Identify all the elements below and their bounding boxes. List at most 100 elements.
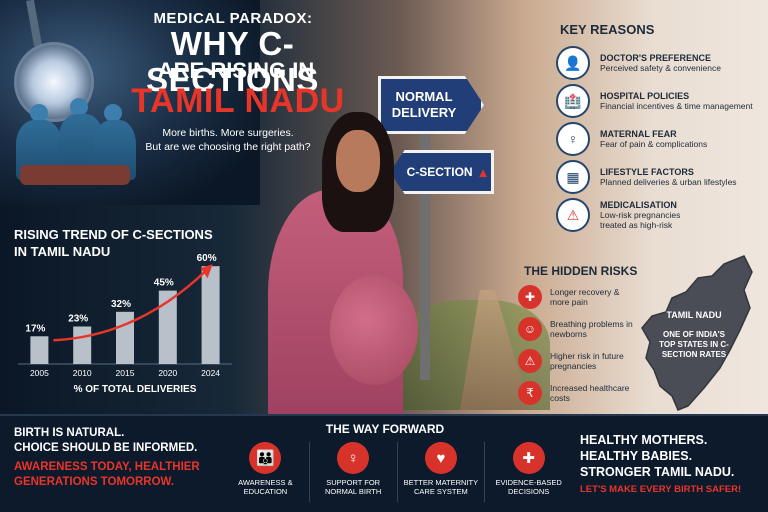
mother-support-icon: ♀: [337, 442, 370, 474]
csection-sign-label: C-SECTION: [406, 165, 473, 179]
reason-item: ⚠ MEDICALISATION Low-risk pregnancies tr…: [556, 198, 756, 232]
bottom-right-line-3: STRONGER TAMIL NADU.: [580, 465, 735, 479]
subtitle-line-1: More births. More surgeries.: [162, 127, 294, 139]
chart-title-line-2: IN TAMIL NADU: [14, 244, 111, 259]
way-forward-row: 👪 AWARENESS & EDUCATION ♀ SUPPORT FOR NO…: [222, 442, 572, 502]
warning-icon: ⚠: [556, 198, 590, 232]
way-label-2: NORMAL BIRTH: [325, 487, 382, 496]
risk-text: Higher risk in future pregnancies: [550, 351, 624, 371]
rupee-icon: ₹: [518, 381, 542, 405]
pregnant-belly: [330, 275, 418, 385]
reason-head: HOSPITAL POLICIES: [600, 91, 690, 101]
reason-head: DOCTOR'S PREFERENCE: [600, 53, 711, 63]
risk-item: ⚠ Higher risk in future pregnancies: [518, 346, 638, 376]
map-sub: ONE OF INDIA'S TOP STATES IN C-SECTION R…: [659, 330, 729, 359]
bottom-left-message: BIRTH IS NATURAL. CHOICE SHOULD BE INFOR…: [14, 426, 224, 456]
surgeon-head: [30, 104, 48, 122]
risk-text: Increased healthcare costs: [550, 383, 630, 403]
people-icon: 👪: [249, 442, 282, 474]
key-reasons-title: KEY REASONS: [560, 22, 655, 37]
way-item: ♥ BETTER MATERNITY CARE SYSTEM: [398, 442, 485, 496]
reason-item: 🏥 HOSPITAL POLICIES Financial incentives…: [556, 84, 756, 118]
divider: [396, 442, 398, 502]
chart-tick-label: 2005: [30, 368, 49, 378]
bottom-right-line-1: HEALTHY MOTHERS.: [580, 433, 708, 447]
bottom-left-line-4: GENERATIONS TOMORROW.: [14, 476, 174, 488]
subtitle-line-2: But are we choosing the right path?: [145, 141, 311, 153]
trend-arrow-line: [53, 269, 208, 342]
reason-desc: Financial incentives & time management: [600, 101, 753, 111]
reason-item: ▦ LIFESTYLE FACTORS Planned deliveries &…: [556, 160, 756, 194]
bottom-right-line-2: HEALTHY BABIES.: [580, 449, 693, 463]
chart-value-label: 17%: [25, 323, 45, 334]
divider: [484, 442, 486, 502]
divider: [308, 442, 310, 502]
warning-triangle-icon: ▲: [476, 164, 490, 180]
subtitle: More births. More surgeries. But are we …: [128, 126, 328, 154]
bottom-left-line-3: AWARENESS TODAY, HEALTHIER: [14, 461, 200, 473]
trend-arrow-head: [200, 264, 213, 279]
chart-value-label: 60%: [197, 253, 217, 264]
way-label-1: EVIDENCE-BASED: [495, 478, 562, 487]
woman-face: [336, 130, 380, 192]
chart-tick-label: 2020: [158, 368, 177, 378]
way-label-1: SUPPORT FOR: [326, 478, 381, 487]
medical-kit-icon: ✚: [512, 442, 545, 474]
way-label-1: AWARENESS &: [238, 478, 293, 487]
chart-bar: [158, 290, 177, 364]
reason-desc: Low-risk pregnancies treated as high-ris…: [600, 210, 681, 230]
reason-desc: Perceived safety & convenience: [600, 63, 721, 73]
operating-table: [20, 165, 130, 185]
normal-delivery-sign: NORMAL DELIVERY: [378, 76, 484, 134]
chart-value-label: 32%: [111, 299, 131, 310]
pain-icon: ✚: [518, 285, 542, 309]
bottom-band: [0, 414, 768, 512]
chart-bar: [116, 311, 134, 364]
calendar-icon: ▦: [556, 160, 590, 194]
chart-bar: [73, 326, 92, 364]
chart-tick-label: 2024: [201, 368, 220, 378]
risk-item: ✚ Longer recovery & more pain: [518, 282, 638, 312]
chart-title-line-1: RISING TREND OF C-SECTIONS: [14, 227, 213, 242]
chart-bar: [201, 266, 220, 364]
signpost-pole: [420, 80, 430, 380]
bottom-left-line-1: BIRTH IS NATURAL.: [14, 427, 125, 439]
title-line-4: TAMIL NADU: [131, 82, 345, 120]
normal-sign-line-1: NORMAL: [395, 89, 453, 104]
surgeon-head: [70, 98, 88, 116]
way-item: ♀ SUPPORT FOR NORMAL BIRTH: [310, 442, 397, 496]
chart-tick-label: 2015: [116, 368, 135, 378]
chart-tick-label: 2010: [73, 368, 92, 378]
chart-value-label: 23%: [68, 313, 88, 324]
baby-icon: ☺: [518, 317, 542, 341]
heart-hands-icon: ♥: [424, 442, 457, 474]
way-label-2: EDUCATION: [243, 487, 288, 496]
way-item: ✚ EVIDENCE-BASED DECISIONS: [485, 442, 572, 496]
bottom-right-message: HEALTHY MOTHERS. HEALTHY BABIES. STRONGE…: [580, 432, 760, 480]
warning-icon: ⚠: [518, 349, 542, 373]
way-label-1: BETTER MATERNITY: [403, 478, 479, 487]
reason-desc: Planned deliveries & urban lifestyles: [600, 177, 737, 187]
hidden-risks-title: THE HIDDEN RISKS: [524, 264, 638, 278]
title-line-3: ARE RISING IN: [157, 58, 315, 83]
way-item: 👪 AWARENESS & EDUCATION: [222, 442, 309, 496]
reason-item: 👤 DOCTOR'S PREFERENCE Perceived safety &…: [556, 46, 756, 80]
csection-sign: C-SECTION ▲: [390, 150, 494, 194]
reason-head: LIFESTYLE FACTORS: [600, 167, 694, 177]
way-label-2: DECISIONS: [508, 487, 550, 496]
title-line-1: MEDICAL PARADOX:: [153, 10, 313, 27]
bottom-right-cta: LET'S MAKE EVERY BIRTH SAFER!: [580, 484, 742, 495]
way-forward-title: THE WAY FORWARD: [325, 422, 445, 436]
risk-text: Breathing problems in newborns: [550, 319, 633, 339]
title-line-2: WHY C-SECTIONS: [146, 25, 319, 98]
way-label-2: CARE SYSTEM: [414, 487, 468, 496]
chart-bar: [30, 336, 49, 364]
risk-item: ₹ Increased healthcare costs: [518, 378, 638, 408]
risk-text: Longer recovery & more pain: [550, 287, 620, 307]
map-label: TAMIL NADU: [666, 310, 722, 320]
normal-sign-line-2: DELIVERY: [391, 105, 457, 120]
reason-desc: Fear of pain & complications: [600, 139, 708, 149]
hospital-icon: 🏥: [556, 84, 590, 118]
bar-chart: 17% 2005 23% 2010 32% 2015 45% 2020 60% 2024: [18, 253, 232, 378]
